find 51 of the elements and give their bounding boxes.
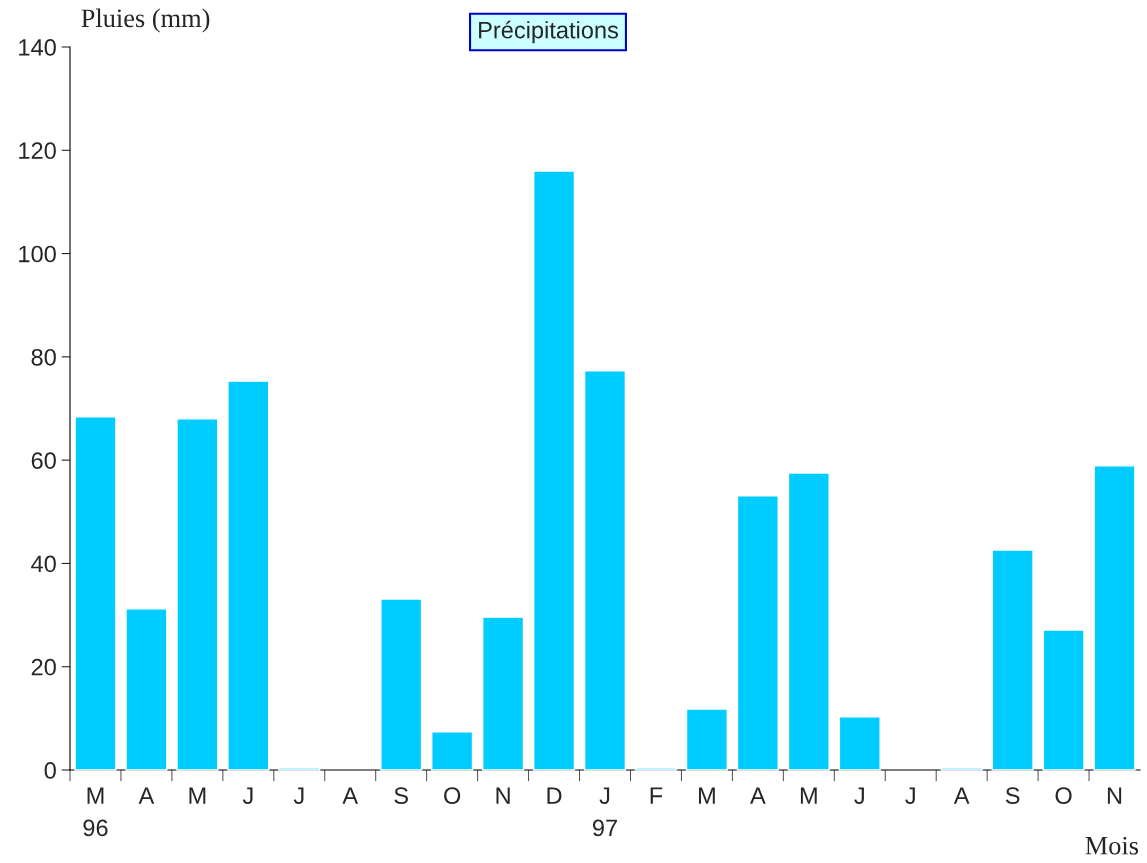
bar <box>583 370 627 771</box>
chart-title: Précipitations <box>479 20 619 44</box>
x-tick-label: A <box>138 787 155 804</box>
x-axis-title: Mois <box>1085 836 1139 855</box>
y-axis-title: Pluies (mm) <box>81 8 210 33</box>
bar <box>991 549 1034 771</box>
bar <box>125 608 168 771</box>
x-tick-label: O <box>444 787 461 805</box>
x-tick-label: O <box>1055 787 1072 805</box>
y-tick-label: 80 <box>31 348 56 366</box>
y-tick-label: 60 <box>31 452 56 469</box>
bar <box>278 767 321 771</box>
bar <box>634 767 678 771</box>
bar <box>532 170 576 771</box>
bar <box>431 731 474 771</box>
x-tick-label: J <box>293 787 304 805</box>
x-tick-label: S <box>394 787 408 805</box>
x-tick-label: J <box>854 787 864 805</box>
y-tick-label: 140 <box>19 39 56 56</box>
bar <box>74 416 117 771</box>
bar <box>380 598 423 771</box>
bar <box>227 380 270 771</box>
y-tick-label: 100 <box>19 245 56 263</box>
y-tick-label: 20 <box>31 658 56 676</box>
x-tick-label: J <box>242 787 253 805</box>
x-tick-label: J 97 <box>592 787 617 837</box>
x-tick-label: A <box>953 787 970 804</box>
x-tick-label: J <box>905 787 915 805</box>
bar <box>787 472 830 771</box>
y-tick-label: 40 <box>31 555 56 573</box>
x-tick-label: N <box>496 787 510 804</box>
x-tick-label: D <box>547 787 562 804</box>
x-tick-label: A <box>342 787 359 804</box>
bar <box>940 767 983 771</box>
x-tick-label: M <box>189 787 206 804</box>
x-tick-label: N <box>1107 787 1122 804</box>
y-tick-label: 120 <box>19 142 56 160</box>
x-tick-label: M <box>699 787 715 804</box>
bar <box>1042 629 1085 771</box>
x-tick-label: A <box>750 787 766 804</box>
bar <box>1093 465 1136 771</box>
x-tick-label: S <box>1005 787 1020 805</box>
bar <box>736 495 779 771</box>
bar <box>838 716 881 771</box>
x-tick-label: M <box>800 787 817 804</box>
x-tick-label: F <box>650 787 663 804</box>
bar <box>685 708 728 771</box>
bar <box>482 616 525 771</box>
bar <box>176 418 219 771</box>
x-tick-label: M 96 <box>83 787 108 837</box>
y-tick-label: 0 <box>44 762 56 779</box>
